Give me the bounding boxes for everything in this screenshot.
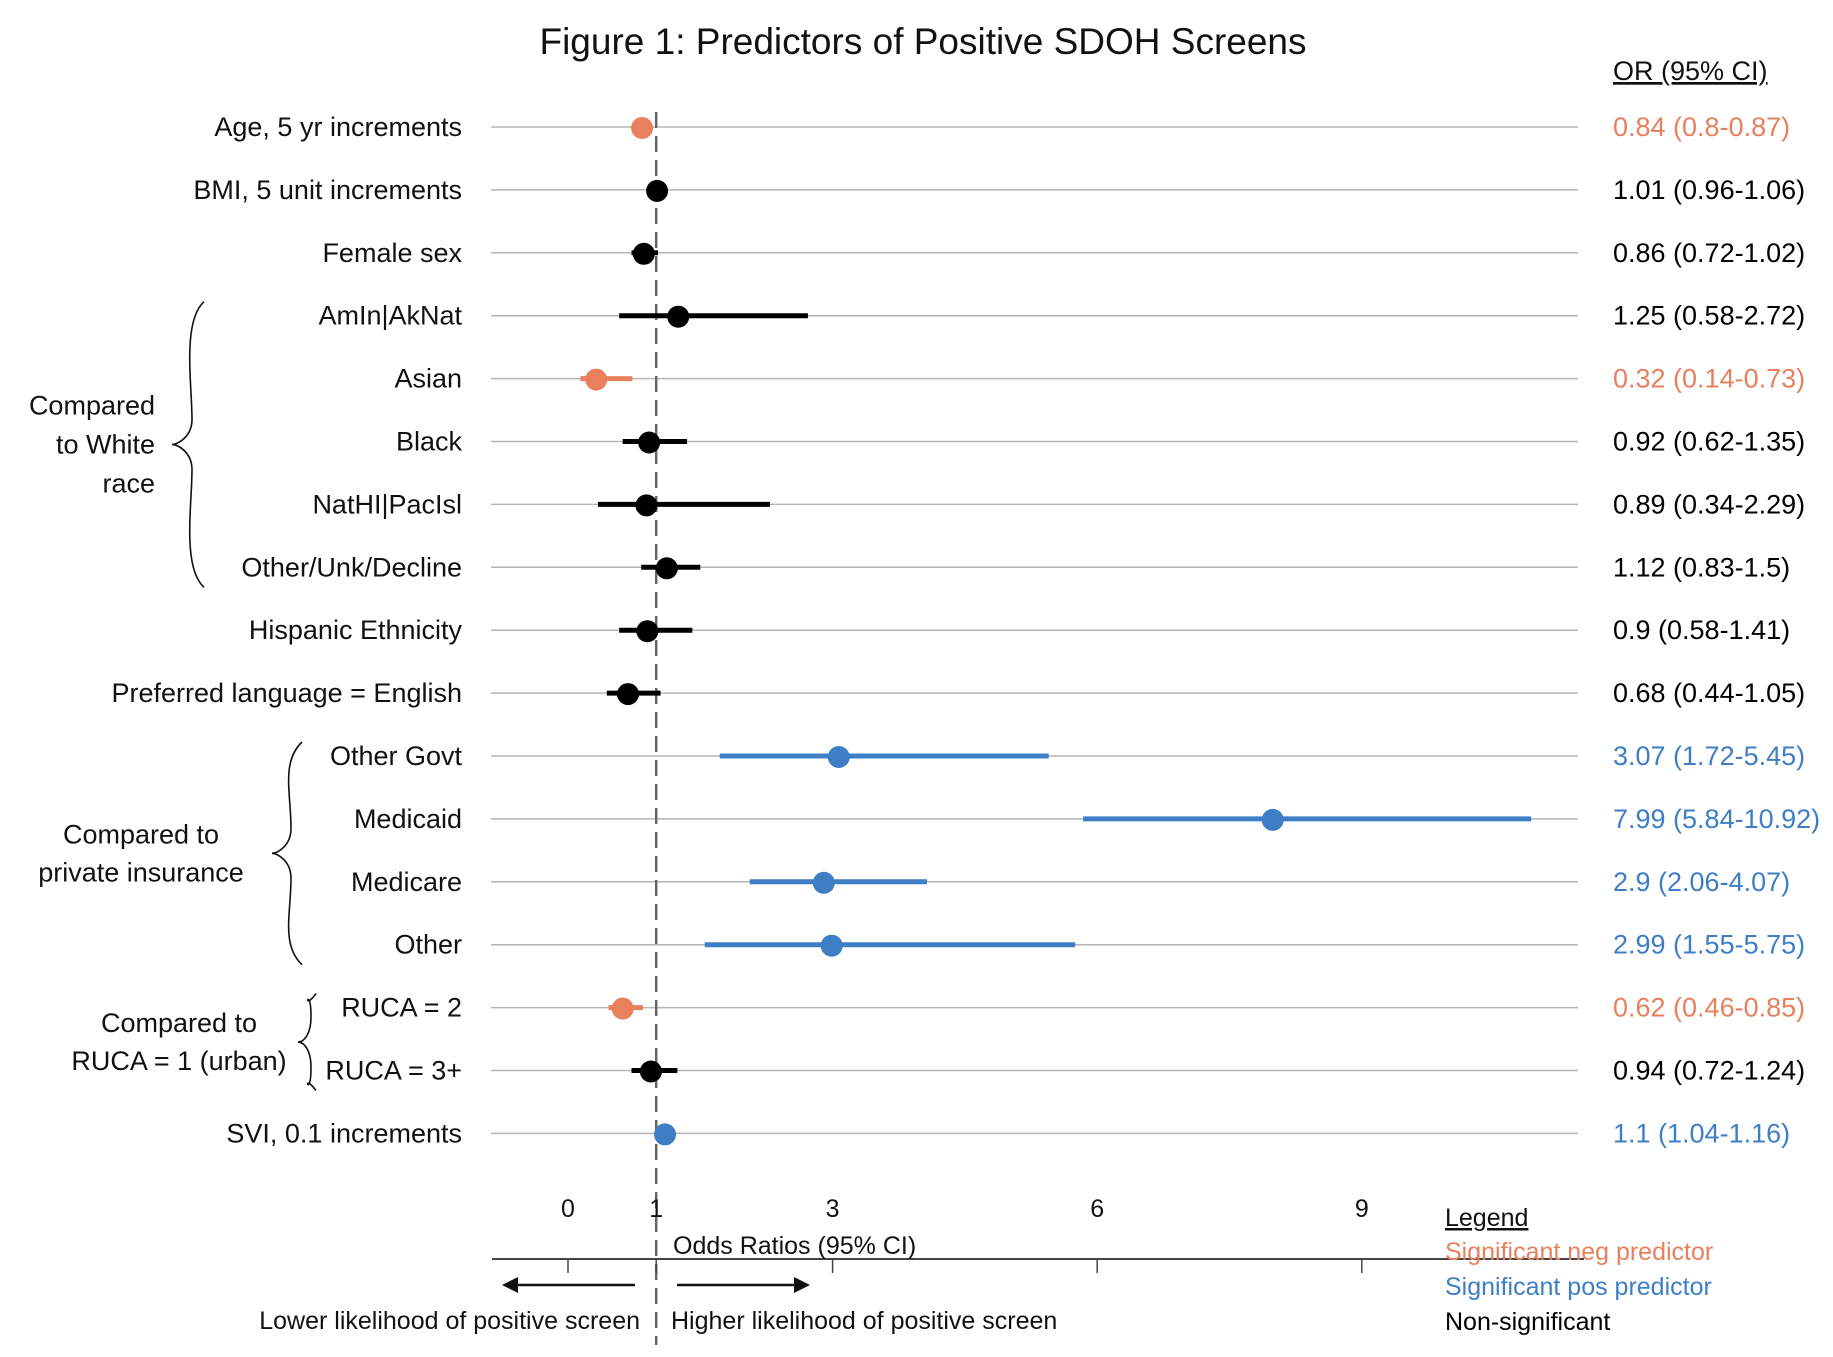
or-value-text: 1.01 (0.96-1.06) (1613, 175, 1805, 205)
row-label: Other Govt (330, 741, 463, 771)
left-arrow (502, 1277, 635, 1293)
higher-likelihood-label: Higher likelihood of positive screen (671, 1307, 1057, 1335)
group-brace (171, 301, 205, 588)
legend-item-neg: Significant neg predictor (1445, 1238, 1713, 1266)
legend-title: Legend (1445, 1204, 1528, 1232)
group-label: to White (56, 430, 155, 460)
row-label: SVI, 0.1 increments (226, 1118, 462, 1148)
row-label: Other (394, 930, 462, 960)
legend-item-ns: Non-significant (1445, 1308, 1610, 1336)
group-label: RUCA = 1 (urban) (71, 1046, 286, 1076)
or-value-text: 0.68 (0.44-1.05) (1613, 678, 1805, 708)
or-value-text: 3.07 (1.72-5.45) (1613, 741, 1805, 771)
x-tick-label: 1 (649, 1195, 663, 1223)
or-value-text: 0.9 (0.58-1.41) (1613, 615, 1790, 645)
or-point (827, 746, 850, 768)
or-value-text: 1.12 (0.83-1.5) (1613, 552, 1790, 582)
or-point (635, 494, 658, 517)
or-point (812, 871, 835, 894)
row-label: RUCA = 3+ (325, 1056, 462, 1086)
or-point (639, 1060, 662, 1083)
or-header: OR (95% CI) (1613, 56, 1768, 86)
or-value-text: 0.32 (0.14-0.73) (1613, 364, 1805, 394)
or-point (638, 431, 661, 454)
row-label: Medicaid (354, 804, 462, 834)
or-point (611, 997, 634, 1020)
or-value-text: 0.86 (0.72-1.02) (1613, 238, 1805, 268)
legend: Legend Significant neg predictor Signific… (1445, 1204, 1713, 1336)
x-axis-label: Odds Ratios (95% CI) (673, 1232, 916, 1260)
or-point (636, 620, 659, 643)
or-value-text: 0.62 (0.46-0.85) (1613, 993, 1805, 1023)
lower-likelihood-label: Lower likelihood of positive screen (259, 1307, 640, 1335)
x-tick-label: 6 (1090, 1195, 1104, 1223)
or-point (616, 683, 639, 706)
group-brace (297, 993, 317, 1091)
row-label: Other/Unk/Decline (241, 552, 462, 582)
group-label: Compared (29, 391, 155, 421)
or-point (654, 1123, 677, 1146)
or-point (632, 242, 655, 265)
or-value-text: 2.99 (1.55-5.75) (1613, 930, 1805, 960)
or-point (655, 557, 678, 580)
x-tick-label: 9 (1355, 1195, 1369, 1223)
or-value-text: 0.92 (0.62-1.35) (1613, 427, 1805, 457)
x-tick-label: 3 (826, 1195, 840, 1223)
or-value-text: 1.1 (1.04-1.16) (1613, 1118, 1790, 1148)
row-label: Hispanic Ethnicity (249, 615, 463, 645)
group-label: Compared to (101, 1008, 257, 1038)
row-label: Black (396, 427, 463, 457)
row-label: Asian (394, 364, 462, 394)
group-label: private insurance (38, 857, 244, 887)
legend-item-pos: Significant pos predictor (1445, 1273, 1712, 1301)
or-value-text: 0.84 (0.8-0.87) (1613, 112, 1790, 142)
or-value-text: 2.9 (2.06-4.07) (1613, 867, 1790, 897)
or-point (631, 117, 654, 139)
row-label: Female sex (322, 238, 462, 268)
row-label: Medicare (351, 867, 462, 897)
row-label: BMI, 5 unit increments (193, 175, 462, 205)
row-label: RUCA = 2 (341, 993, 462, 1023)
or-point (646, 179, 669, 202)
row-label: Age, 5 yr increments (214, 112, 462, 142)
or-point (1261, 808, 1284, 831)
or-point (820, 934, 843, 957)
or-point (585, 368, 608, 391)
row-label: AmIn|AkNat (318, 301, 462, 331)
right-arrow (677, 1277, 810, 1293)
group-brace (271, 741, 303, 966)
x-tick-label: 0 (561, 1195, 575, 1223)
or-value-text: 0.89 (0.34-2.29) (1613, 489, 1805, 519)
or-value-text: 0.94 (0.72-1.24) (1613, 1056, 1805, 1086)
or-value-text: 1.25 (0.58-2.72) (1613, 301, 1805, 331)
group-label: race (102, 469, 155, 499)
or-point (667, 305, 690, 328)
chart-title: Figure 1: Predictors of Positive SDOH Sc… (539, 21, 1306, 62)
row-label: NatHI|PacIsl (312, 489, 462, 519)
group-label: Compared to (63, 819, 219, 849)
or-value-text: 7.99 (5.84-10.92) (1613, 804, 1820, 834)
row-label: Preferred language = English (112, 678, 463, 708)
